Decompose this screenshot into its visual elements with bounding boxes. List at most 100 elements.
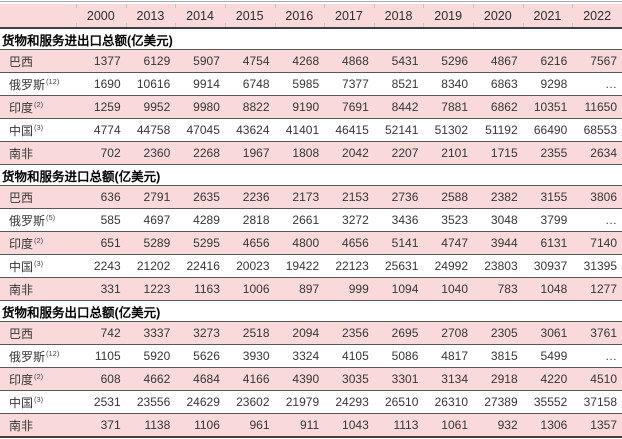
value-cell: 1277 [572,277,622,301]
value-cell: 702 [76,141,126,165]
value-cell: 2661 [274,208,325,232]
value-cell: 46415 [324,118,374,142]
value-cell: 371 [76,413,126,438]
section-title: 货物和服务进出口总额(亿美元) [0,28,622,50]
section-title-row: 货物和服务进口总额(亿美元) [0,164,622,186]
value-cell: 3930 [224,344,275,368]
value-cell: 6862 [473,95,523,119]
value-cell: 2708 [423,321,473,345]
value-cell: 9914 [175,72,225,96]
value-cell: 3301 [373,367,424,391]
table-row: 中国(3) 4774 44758 47045 43624 41401 46415 52141 5… [0,118,622,142]
country-label: 巴西 [9,326,34,341]
year-header-cell: 2015 [224,4,275,29]
value-cell: 651 [76,231,126,255]
value-cell: 2791 [125,185,176,209]
section-title-row: 货物和服务进出口总额(亿美元) [0,28,622,50]
value-cell: 22416 [175,254,225,278]
country-label: 南非 [9,418,34,433]
value-cell: 3155 [522,185,573,209]
table-row: 俄罗斯(12) 1690 10616 9914 6748 5985 7377 8521 8340… [0,72,622,96]
value-cell: 23803 [473,254,523,278]
value-cell: 2305 [473,321,523,345]
table-row: 巴西 742 3337 3273 2518 2094 2356 2695 2708 2305 306… [0,321,622,345]
year-header-cell: 2016 [274,4,325,29]
year-header-cell: 2017 [324,4,374,29]
country-label-cell: 俄罗斯(5) [0,208,76,232]
value-cell: 1715 [473,141,523,165]
value-cell: 11650 [572,95,622,119]
country-label-cell: 印度(2) [0,367,76,391]
value-cell: 21979 [274,390,325,414]
value-cell: 6131 [522,231,573,255]
country-label-cell: 南非 [0,277,76,301]
value-cell: 742 [76,321,126,345]
value-cell: 3035 [324,367,374,391]
value-cell: 1006 [224,277,275,301]
value-cell: 2634 [572,141,622,165]
country-label: 印度 [9,236,34,251]
country-label-cell: 俄罗斯(12) [0,344,76,368]
value-cell: 2268 [175,141,225,165]
value-cell: 9298 [522,72,573,96]
country-label: 南非 [9,282,34,297]
year-header-cell: 2020 [473,4,523,29]
table-row: 南非 371 1138 1106 961 911 1043 1113 1061 932 1306 13… [0,413,622,438]
value-cell: 8521 [373,72,424,96]
value-cell: 5296 [423,49,473,73]
table-row: 印度(2) 1259 9952 9980 8822 9190 7691 8442 7881 686… [0,95,622,119]
value-cell: 636 [76,185,126,209]
value-cell: 6863 [473,72,523,96]
value-cell: 2635 [175,185,225,209]
footnote-superscript: (12) [46,76,60,86]
section-title-row: 货物和服务出口总额(亿美元) [0,300,622,322]
value-cell: 22123 [324,254,374,278]
country-label: 巴西 [9,54,34,69]
value-cell: 24293 [324,390,374,414]
value-cell: 6748 [224,72,275,96]
value-cell: 4662 [125,367,176,391]
country-label: 俄罗斯 [9,77,46,92]
value-cell: 3761 [572,321,622,345]
value-cell: 2360 [125,141,176,165]
value-cell: 4510 [572,367,622,391]
value-cell: 2356 [324,321,374,345]
value-cell: 7881 [423,95,473,119]
value-cell: 26510 [373,390,424,414]
value-cell: 1138 [125,413,176,438]
value-cell: … [572,344,622,368]
section-title: 货物和服务进口总额(亿美元) [0,164,622,186]
value-cell: 961 [224,413,275,438]
value-cell: 2042 [324,141,374,165]
table-row: 中国(3) 2531 23556 24629 23602 21979 24293 26510 2… [0,390,622,414]
value-cell: 23556 [125,390,176,414]
value-cell: 4800 [274,231,325,255]
country-label: 中国 [9,259,34,274]
value-cell: 2531 [76,390,126,414]
value-cell: 3273 [175,321,225,345]
value-cell: 2094 [274,321,325,345]
section-title: 货物和服务出口总额(亿美元) [0,300,622,322]
country-label-cell: 巴西 [0,321,76,345]
table-row: 印度(2) 651 5289 5295 4656 4800 4656 5141 4747 3944… [0,231,622,255]
country-label-cell: 印度(2) [0,95,76,119]
year-header-cell: 2014 [175,4,225,29]
value-cell: 5141 [373,231,424,255]
table-row: 俄罗斯(5) 585 4697 4289 2818 2661 3272 3436 3523 304… [0,208,622,232]
value-cell: 3436 [373,208,424,232]
value-cell: 2588 [423,185,473,209]
value-cell: 4166 [224,367,275,391]
value-cell: 5985 [274,72,325,96]
value-cell: 4656 [324,231,374,255]
country-label-cell: 中国(3) [0,118,76,142]
value-cell: 51192 [473,118,523,142]
year-header-row: 2000 2013 2014 2015 2016 2017 2018 2019 2020 2021… [0,4,622,29]
value-cell: 2382 [473,185,523,209]
table-row: 巴西 1377 6129 5907 4754 4268 4868 5431 5296 4867 62… [0,49,622,73]
value-cell: 3799 [522,208,573,232]
value-cell: 4268 [274,49,325,73]
footnote-superscript: (5) [46,212,56,222]
country-label-cell: 南非 [0,413,76,438]
value-cell: 8442 [373,95,424,119]
